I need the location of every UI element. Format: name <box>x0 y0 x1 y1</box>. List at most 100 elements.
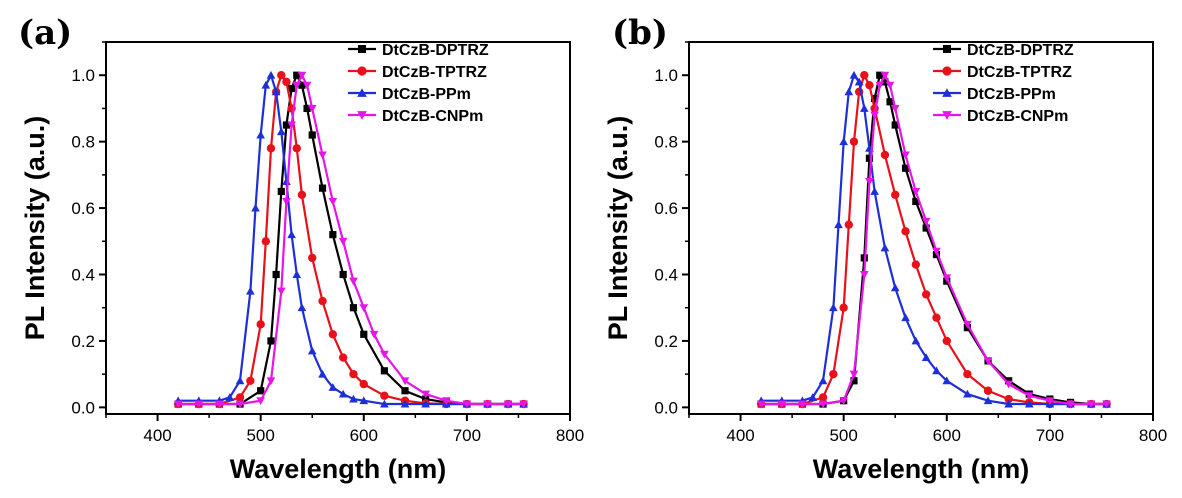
data-point <box>225 393 235 401</box>
data-point <box>287 121 296 130</box>
data-point <box>1004 380 1013 389</box>
legend-label: DtCzB-DPTRZ <box>382 42 489 59</box>
data-point <box>349 277 358 286</box>
data-point <box>380 391 389 400</box>
data-point <box>380 350 389 359</box>
data-point <box>215 400 224 409</box>
data-point <box>276 287 286 296</box>
legend-label: DtCzB-CNPm <box>967 108 1068 125</box>
data-point <box>292 270 302 278</box>
data-point <box>860 71 869 80</box>
data-point <box>839 397 848 406</box>
data-point <box>850 377 858 385</box>
series-DtCzB-CNPm <box>173 71 528 409</box>
data-point <box>318 296 327 306</box>
data-point <box>865 80 874 90</box>
y-tick-label: 0.4 <box>71 266 95 285</box>
data-point <box>282 177 291 185</box>
legend-marker <box>942 111 952 120</box>
data-point <box>318 184 327 192</box>
data-point <box>1045 397 1055 406</box>
plot-frame <box>105 41 571 415</box>
data-point <box>246 376 255 385</box>
legend-label: DtCzB-TPTRZ <box>967 64 1072 81</box>
data-point <box>401 387 409 395</box>
data-point <box>173 400 183 409</box>
data-point <box>359 379 368 389</box>
x-tick-label: 500 <box>246 426 274 445</box>
data-point <box>235 400 245 409</box>
data-point <box>257 387 265 395</box>
data-point <box>421 399 430 408</box>
data-point <box>859 104 869 112</box>
y-tick-label: 0.8 <box>654 133 678 152</box>
data-point <box>360 330 368 338</box>
x-tick-label: 500 <box>829 426 857 445</box>
data-point <box>292 144 301 153</box>
y-tick-label: 1.0 <box>71 66 95 85</box>
data-point <box>338 389 348 398</box>
data-point <box>1024 392 1034 401</box>
data-point <box>870 111 879 120</box>
data-point <box>282 197 291 206</box>
data-point <box>266 70 276 79</box>
data-point <box>266 144 276 153</box>
data-point <box>302 81 312 90</box>
data-point <box>277 71 286 80</box>
data-point <box>880 150 890 160</box>
data-point <box>261 237 271 246</box>
legend-marker <box>943 45 951 53</box>
data-point <box>261 80 271 89</box>
data-point <box>890 283 900 292</box>
data-point <box>282 77 291 87</box>
data-point <box>829 303 838 312</box>
data-point <box>267 337 275 345</box>
data-point <box>880 71 890 80</box>
data-point <box>328 330 338 339</box>
data-point <box>519 400 528 409</box>
y-axis-title: PL Intensity (a.u.) <box>603 116 633 341</box>
data-point <box>297 303 307 312</box>
data-point <box>808 393 818 401</box>
data-point <box>422 395 430 403</box>
data-point <box>777 400 787 409</box>
y-tick-label: 0.8 <box>71 133 95 152</box>
legend-label: DtCzB-PPm <box>967 86 1056 103</box>
data-point <box>844 87 854 96</box>
data-point <box>854 77 864 86</box>
data-point <box>880 243 890 252</box>
data-point <box>871 94 879 103</box>
data-point <box>932 313 941 322</box>
data-point <box>276 127 286 136</box>
data-point <box>886 98 894 106</box>
data-point <box>503 400 513 409</box>
y-tick-label: 0.6 <box>71 199 95 218</box>
data-point <box>942 376 952 385</box>
data-point <box>292 81 302 90</box>
data-point <box>441 397 451 406</box>
data-point <box>288 84 296 93</box>
data-point <box>865 154 874 162</box>
legend-marker <box>357 88 367 97</box>
data-point <box>849 137 859 146</box>
data-point <box>983 386 993 395</box>
data-point <box>829 369 838 379</box>
y-tick-label: 0.2 <box>654 332 678 351</box>
data-point <box>798 400 807 409</box>
data-point <box>359 396 369 405</box>
legend-marker <box>942 66 952 76</box>
series-line <box>178 72 524 406</box>
legend: DtCzB-DPTRZ DtCzB-TPTRZ DtCzB-PPm DtCzB-CNP… <box>933 42 1074 125</box>
data-point <box>400 377 410 386</box>
data-point <box>483 400 492 409</box>
data-point <box>849 70 859 79</box>
data-point <box>875 81 885 90</box>
data-point <box>756 400 766 409</box>
data-point <box>942 336 951 346</box>
data-point <box>308 131 316 139</box>
plot-frame <box>688 41 1154 415</box>
x-tick-label: 800 <box>556 426 584 445</box>
data-point <box>963 389 972 398</box>
data-point <box>328 197 338 206</box>
